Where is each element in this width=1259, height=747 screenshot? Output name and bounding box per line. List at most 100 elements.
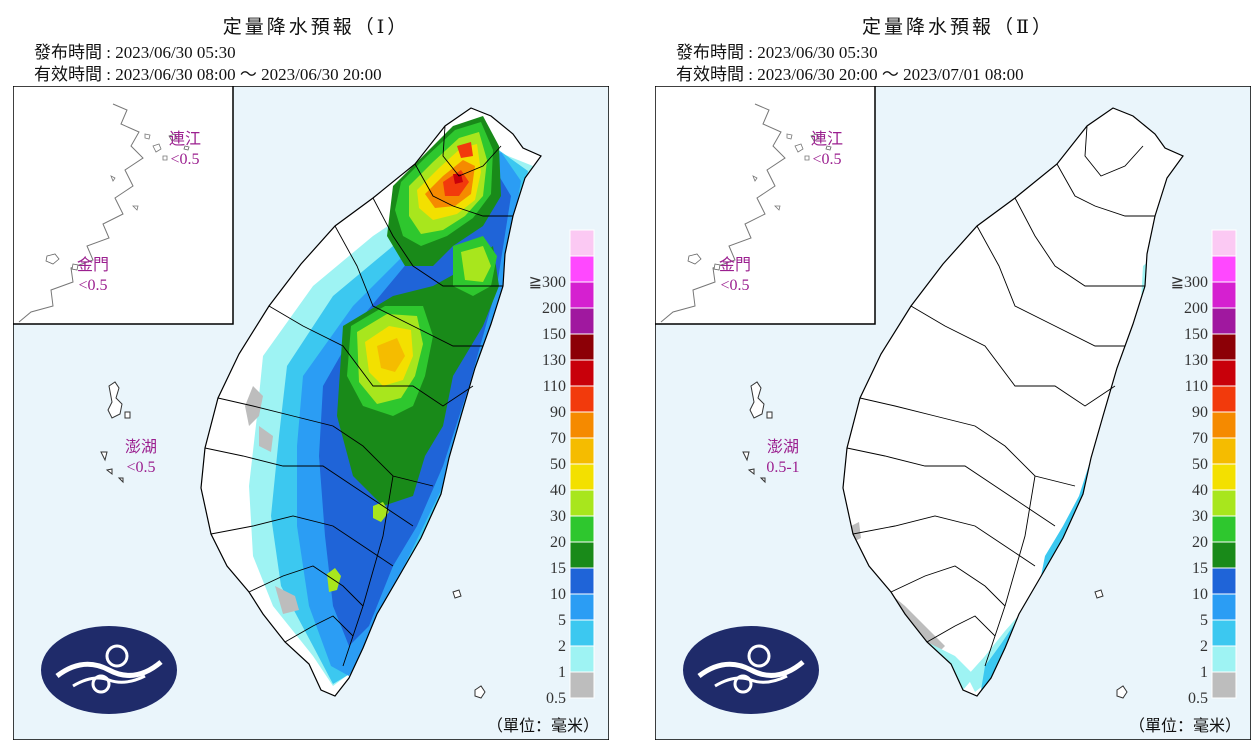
legend-swatch xyxy=(1211,645,1237,673)
legend-tick-label: 10 xyxy=(550,586,566,603)
legend-tick-label: 1 xyxy=(1200,664,1208,681)
legend-swatch xyxy=(1211,229,1237,257)
penghu-value: <0.5 xyxy=(126,459,155,476)
rainfall-map-svg: 連江 <0.5 金門 <0.5 澎湖 0.5-1 xyxy=(655,86,1251,740)
rainfall-map-svg: 連江 <0.5 金門 <0.5 澎湖 <0.5 xyxy=(13,86,609,740)
legend-swatch xyxy=(1211,255,1237,283)
legend-tick-label: 30 xyxy=(550,508,566,525)
valid-label: 有效時間 xyxy=(676,65,744,84)
legend-swatch xyxy=(1211,619,1237,647)
inset-islets xyxy=(752,133,810,211)
matsu-label: 連江 xyxy=(169,130,201,148)
penghu-value: 0.5-1 xyxy=(766,459,799,476)
kinmen-value: <0.5 xyxy=(78,277,107,294)
legend-swatch xyxy=(569,489,595,517)
taiwan-land xyxy=(843,108,1183,696)
unit-label: （單位：毫米） xyxy=(1129,716,1241,735)
precipitation-legend: 0.5 1 2 5 10 15 20 30 40 50 70 90 110 130 150 200 ≧300 xyxy=(1171,229,1237,707)
legend-tick-label: 200 xyxy=(1184,300,1208,317)
kinmen-island xyxy=(687,253,721,271)
matsu-value: <0.5 xyxy=(812,151,841,168)
precipitation-legend: 0.5 1 2 5 10 15 20 30 40 50 70 90 110 130 150 200 ≧300 xyxy=(529,229,595,707)
legend-tick-label: 1 xyxy=(558,664,566,681)
issue-time-line: 發布時間 : 2023/06/30 05:30 xyxy=(676,43,878,62)
qpf-panel-2: 定量降水預報（Ⅱ） 發布時間 : 2023/06/30 05:30 有效時間 :… xyxy=(652,0,1259,747)
legend-swatch xyxy=(569,281,595,309)
valid-time: 2023/06/30 20:00 ～ 2023/07/01 08:00 xyxy=(757,65,1024,84)
legend-swatch xyxy=(569,385,595,413)
legend-swatch xyxy=(569,619,595,647)
china-coastline xyxy=(660,103,786,323)
matsu-label: 連江 xyxy=(811,130,843,148)
legend-swatch xyxy=(1211,333,1237,361)
panel-title: 定量降水預報（Ⅰ） xyxy=(222,17,410,38)
legend-swatch xyxy=(1211,489,1237,517)
taiwan-outline xyxy=(200,107,542,697)
kinmen-island xyxy=(45,253,79,271)
green-lanyu-islands xyxy=(1094,589,1128,699)
legend-swatch xyxy=(569,333,595,361)
legend-tick-label: 130 xyxy=(1184,352,1208,369)
legend-swatch xyxy=(1211,541,1237,569)
legend-tick-label: 70 xyxy=(550,430,566,447)
matsu-islands xyxy=(168,133,190,151)
cwb-logo xyxy=(683,626,819,714)
legend-tick-label: 40 xyxy=(1192,482,1208,499)
legend-tick-label: 2 xyxy=(1200,638,1208,655)
kinmen-label: 金門 xyxy=(719,256,751,274)
legend-tick-label: 50 xyxy=(1192,456,1208,473)
valid-label: 有效時間 xyxy=(34,65,102,84)
legend-tick-label: 15 xyxy=(550,560,566,577)
legend-swatch xyxy=(569,567,595,595)
rainfall-shading xyxy=(245,116,533,686)
legend-swatch xyxy=(1211,593,1237,621)
legend-tick-label: 0.5 xyxy=(1188,690,1208,707)
legend-tick-label: 200 xyxy=(542,300,566,317)
legend-tick-label: 15 xyxy=(1192,560,1208,577)
outlying-islands-inset xyxy=(655,86,876,325)
rainfall-map: 連江 <0.5 金門 <0.5 澎湖 0.5-1 xyxy=(655,86,1251,740)
legend-swatch xyxy=(569,463,595,491)
rainfall-map: 連江 <0.5 金門 <0.5 澎湖 <0.5 xyxy=(13,86,609,740)
legend-swatch xyxy=(1211,281,1237,309)
legend-swatch xyxy=(569,359,595,387)
legend-swatch xyxy=(569,255,595,283)
matsu-value: <0.5 xyxy=(170,151,199,168)
qpf-panel-1: 定量降水預報（Ⅰ） 發布時間 : 2023/06/30 05:30 有效時間 :… xyxy=(10,0,622,747)
legend-swatch xyxy=(569,437,595,465)
legend-swatch xyxy=(569,411,595,439)
county-boundaries xyxy=(204,125,513,667)
legend-tick-label: 110 xyxy=(543,378,566,395)
taiwan-outline xyxy=(842,107,1184,697)
outlying-islands-inset xyxy=(13,86,234,325)
unit-label: （單位：毫米） xyxy=(487,716,599,735)
issue-label: 發布時間 xyxy=(676,43,744,62)
penghu-label: 澎湖 xyxy=(767,438,799,456)
legend-swatch xyxy=(569,229,595,257)
legend-swatch xyxy=(569,541,595,569)
green-lanyu-islands xyxy=(452,589,486,699)
legend-tick-label: 50 xyxy=(550,456,566,473)
legend-tick-label: 90 xyxy=(550,404,566,421)
legend-tick-label: 20 xyxy=(550,534,566,551)
legend-tick-label: 2 xyxy=(558,638,566,655)
valid-time-line: 有效時間 : 2023/06/30 08:00 ～ 2023/06/30 20:… xyxy=(34,65,382,84)
legend-swatch xyxy=(1211,437,1237,465)
issue-time: 2023/06/30 05:30 xyxy=(757,43,878,62)
penghu-islands xyxy=(100,381,131,484)
legend-tick-label: 30 xyxy=(1192,508,1208,525)
inset-islets xyxy=(110,133,168,211)
matsu-islands xyxy=(810,133,832,151)
legend-swatch xyxy=(569,645,595,673)
panel-title: 定量降水預報（Ⅱ） xyxy=(862,17,1054,38)
legend-swatch xyxy=(1211,307,1237,335)
legend-tick-label: ≧300 xyxy=(529,274,566,291)
legend-swatch xyxy=(1211,411,1237,439)
issue-time-line: 發布時間 : 2023/06/30 05:30 xyxy=(34,43,236,62)
kinmen-value: <0.5 xyxy=(720,277,749,294)
legend-tick-label: 20 xyxy=(1192,534,1208,551)
legend-tick-label: 0.5 xyxy=(546,690,566,707)
legend-swatch xyxy=(1211,463,1237,491)
legend-swatch xyxy=(569,671,595,699)
issue-label: 發布時間 xyxy=(34,43,102,62)
